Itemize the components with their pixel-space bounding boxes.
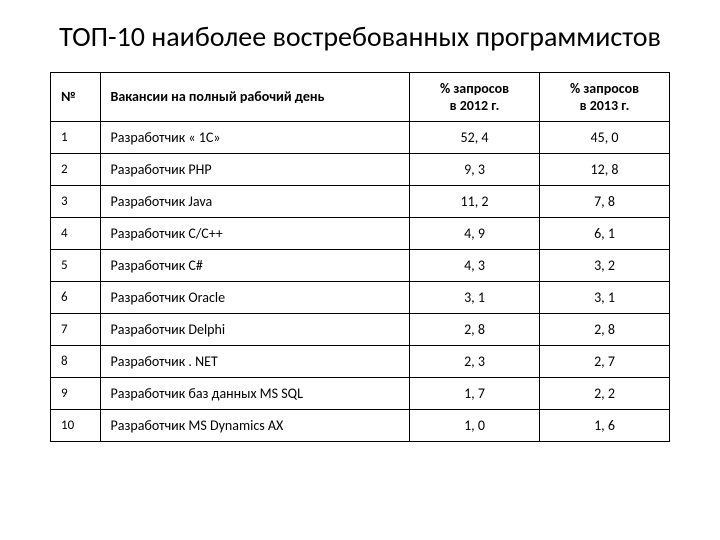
table-row: 1 Разработчик « 1С» 52, 4 45, 0 <box>51 121 670 153</box>
cell-number: 4 <box>51 217 101 249</box>
table-header-row: № Вакансии на полный рабочий день % запр… <box>51 72 670 121</box>
cell-2012: 2, 8 <box>410 313 540 345</box>
cell-vacancy: Разработчик PHP <box>100 153 410 185</box>
cell-2013: 3, 2 <box>540 249 670 281</box>
cell-number: 7 <box>51 313 101 345</box>
table-row: 7 Разработчик Delphi 2, 8 2, 8 <box>51 313 670 345</box>
cell-vacancy: Разработчик « 1С» <box>100 121 410 153</box>
cell-2012: 9, 3 <box>410 153 540 185</box>
cell-2013: 7, 8 <box>540 185 670 217</box>
table-row: 8 Разработчик . NET 2, 3 2, 7 <box>51 345 670 377</box>
cell-vacancy: Разработчик баз данных MS SQL <box>100 377 410 409</box>
cell-2012: 4, 3 <box>410 249 540 281</box>
cell-number: 9 <box>51 377 101 409</box>
cell-2012: 52, 4 <box>410 121 540 153</box>
cell-number: 8 <box>51 345 101 377</box>
cell-number: 2 <box>51 153 101 185</box>
page-title: ТОП-10 наиболее востребованных программи… <box>50 20 670 54</box>
table-row: 6 Разработчик Oracle 3, 1 3, 1 <box>51 281 670 313</box>
cell-2012: 1, 7 <box>410 377 540 409</box>
cell-vacancy: Разработчик Delphi <box>100 313 410 345</box>
cell-vacancy: Разработчик Oracle <box>100 281 410 313</box>
cell-2012: 2, 3 <box>410 345 540 377</box>
cell-2013: 6, 1 <box>540 217 670 249</box>
col-header-2012-line2: в 2012 г. <box>450 97 500 114</box>
col-header-2012: % запросов в 2012 г. <box>410 72 540 121</box>
cell-vacancy: Разработчик C/C++ <box>100 217 410 249</box>
cell-2013: 1, 6 <box>540 409 670 441</box>
table-body: 1 Разработчик « 1С» 52, 4 45, 0 2 Разраб… <box>51 121 670 441</box>
table-row: 5 Разработчик C# 4, 3 3, 2 <box>51 249 670 281</box>
cell-vacancy: Разработчик . NET <box>100 345 410 377</box>
cell-2012: 4, 9 <box>410 217 540 249</box>
cell-2013: 3, 1 <box>540 281 670 313</box>
cell-2013: 45, 0 <box>540 121 670 153</box>
col-header-2012-line1: % запросов <box>440 80 509 97</box>
table-row: 4 Разработчик C/C++ 4, 9 6, 1 <box>51 217 670 249</box>
cell-2012: 1, 0 <box>410 409 540 441</box>
cell-2013: 2, 2 <box>540 377 670 409</box>
col-header-vacancy: Вакансии на полный рабочий день <box>100 72 410 121</box>
cell-2013: 12, 8 <box>540 153 670 185</box>
cell-2013: 2, 7 <box>540 345 670 377</box>
cell-vacancy: Разработчик C# <box>100 249 410 281</box>
cell-number: 10 <box>51 409 101 441</box>
cell-vacancy: Разработчик MS Dynamics AX <box>100 409 410 441</box>
cell-2013: 2, 8 <box>540 313 670 345</box>
col-header-number: № <box>51 72 101 121</box>
cell-number: 6 <box>51 281 101 313</box>
cell-vacancy: Разработчик Java <box>100 185 410 217</box>
table-row: 3 Разработчик Java 11, 2 7, 8 <box>51 185 670 217</box>
col-header-2013: % запросов в 2013 г. <box>540 72 670 121</box>
table-row: 9 Разработчик баз данных MS SQL 1, 7 2, … <box>51 377 670 409</box>
cell-2012: 11, 2 <box>410 185 540 217</box>
table-row: 2 Разработчик PHP 9, 3 12, 8 <box>51 153 670 185</box>
data-table: № Вакансии на полный рабочий день % запр… <box>50 72 670 442</box>
col-header-2013-line1: % запросов <box>570 80 639 97</box>
cell-2012: 3, 1 <box>410 281 540 313</box>
col-header-2013-line2: в 2013 г. <box>580 97 630 114</box>
cell-number: 5 <box>51 249 101 281</box>
cell-number: 1 <box>51 121 101 153</box>
cell-number: 3 <box>51 185 101 217</box>
table-row: 10 Разработчик MS Dynamics AX 1, 0 1, 6 <box>51 409 670 441</box>
